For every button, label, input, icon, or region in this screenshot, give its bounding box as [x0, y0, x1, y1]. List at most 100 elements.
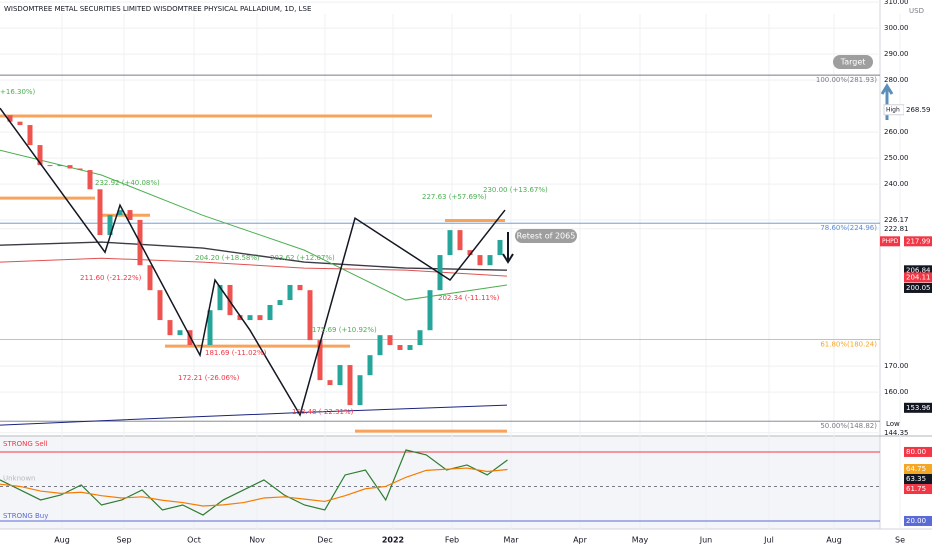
fib-level-label: 61.80%(180.24) [820, 340, 877, 348]
price-badge-label: 153.96 [906, 404, 931, 412]
candle [127, 210, 133, 220]
callout-box [833, 55, 873, 69]
annotation: 181.69 (-11.02%) [205, 349, 267, 357]
candle [217, 284, 223, 311]
price-badge [904, 104, 932, 115]
osc-level-name: Unknown [3, 474, 36, 482]
annotation: 232.92 (+40.08%) [95, 179, 160, 187]
fib-level-label: 78.60%(224.96) [820, 224, 877, 232]
oscillator-pane [0, 437, 880, 529]
osc-badge [904, 484, 932, 494]
candle [427, 290, 433, 331]
callout-box [515, 229, 577, 243]
candle [77, 168, 83, 171]
y-tick-label: 222.81 [884, 225, 909, 233]
candle [447, 230, 453, 256]
annotation: 227.63 (+57.69%) [422, 193, 487, 201]
x-tick-label: Feb [445, 536, 459, 545]
candle [47, 165, 53, 167]
moving-average [0, 257, 508, 277]
x-tick-label: Mar [503, 536, 519, 545]
candle [247, 315, 253, 321]
candle [167, 320, 173, 336]
arrow-down [502, 232, 514, 264]
candle [117, 210, 123, 216]
candle [337, 365, 343, 386]
candle [497, 239, 503, 256]
moving-average [0, 149, 508, 301]
currency: USD [909, 7, 924, 15]
moving-average [0, 404, 508, 426]
candle [477, 255, 483, 266]
candle [257, 315, 263, 321]
x-tick-label: Jul [763, 536, 774, 545]
candle [307, 290, 313, 341]
badge-tag-label: PHPD [882, 238, 899, 245]
candle [437, 255, 443, 291]
candle [277, 300, 283, 305]
candle [147, 265, 153, 291]
osc-badge [904, 446, 932, 457]
candle [397, 345, 403, 350]
candle [97, 189, 103, 236]
y-tick-label: 280.00 [884, 76, 909, 84]
price-badge [904, 282, 932, 293]
candle [17, 121, 23, 126]
price-badge [904, 265, 932, 276]
annotation: 172.21 (-26.06%) [178, 374, 240, 382]
y-tick-label: 250.00 [884, 154, 909, 162]
candle [7, 115, 13, 122]
y-tick-label: 144.35 [884, 429, 909, 437]
x-tick-label: Sep [116, 536, 131, 545]
x-tick-label: Aug [54, 536, 70, 545]
candle [387, 335, 393, 346]
x-tick-label: 2022 [382, 536, 404, 545]
oscillator-line [0, 467, 508, 507]
osc-badge-label: 80.00 [906, 448, 926, 456]
candle [287, 284, 293, 301]
osc-badge [904, 474, 932, 484]
candle [207, 310, 213, 346]
osc-level-name: STRONG Buy [3, 512, 48, 520]
candle [157, 290, 163, 321]
y-tick-label: 290.00 [884, 50, 909, 58]
candle [297, 284, 303, 291]
candle [327, 380, 333, 386]
candle [67, 165, 73, 169]
candle [57, 165, 63, 167]
candle [37, 145, 43, 166]
y-tick-label: 160.00 [884, 388, 909, 396]
x-tick-label: May [632, 536, 649, 545]
price-badge-label: 217.99 [906, 237, 931, 245]
annotation: 175.69 (+10.92%) [312, 326, 377, 334]
callout: Retest of 2065 [517, 232, 576, 241]
candle [457, 230, 463, 251]
annotation: +16.30%) [0, 88, 36, 96]
price-badge-label: 268.59 [906, 106, 931, 114]
x-tick-label: Se [895, 536, 905, 545]
annotation: 211.60 (-21.22%) [80, 274, 142, 282]
x-tick-label: Aug [826, 536, 842, 545]
oscillator-line [0, 449, 508, 516]
badge-tag [880, 236, 900, 247]
candle [407, 345, 413, 350]
x-tick-label: Nov [249, 536, 265, 545]
callout: Low [886, 420, 900, 428]
osc-badge-label: 64.75 [906, 465, 926, 473]
candle [317, 340, 323, 381]
fib-level-label: 50.00%(148.82) [820, 422, 877, 430]
candle [357, 375, 363, 406]
price-badge [904, 236, 932, 247]
callout: Target [840, 58, 866, 67]
y-tick-label: 300.00 [884, 24, 909, 32]
y-tick-label: 170.00 [884, 362, 909, 370]
candle [377, 335, 383, 356]
annotation: 204.20 (+18.58%) [195, 254, 260, 262]
y-tick-label: 310.00 [884, 0, 909, 6]
annotation: 230.00 (+13.67%) [483, 186, 548, 194]
price-badge [904, 402, 932, 413]
candle [227, 284, 233, 316]
osc-badge-label: 61.75 [906, 485, 926, 493]
badge-tag-label: High [886, 106, 900, 113]
